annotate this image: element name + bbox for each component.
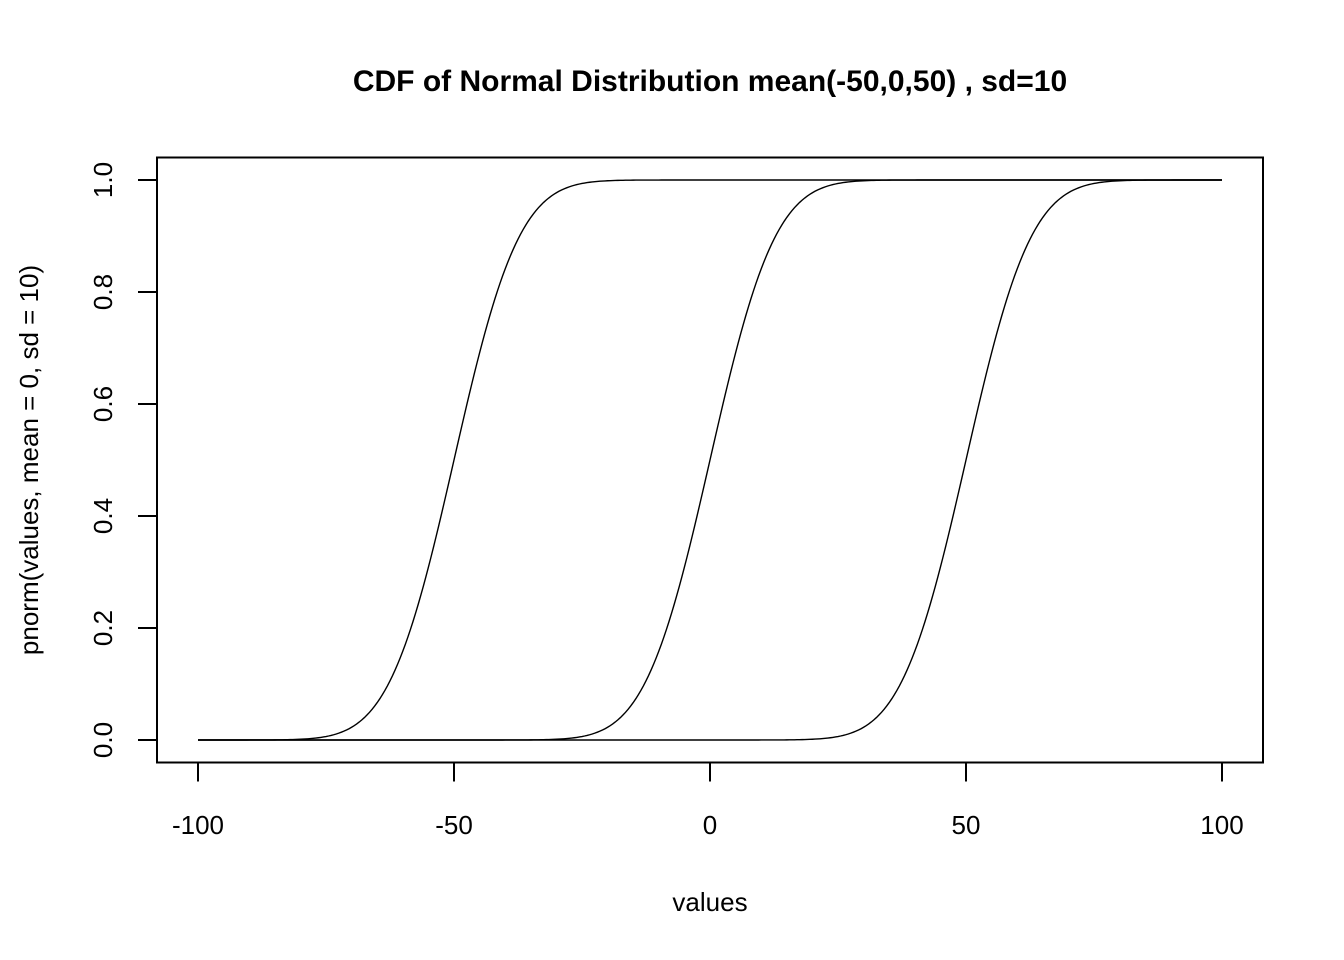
y-tick-label: 0.2: [88, 610, 118, 646]
x-axis-label: values: [672, 887, 747, 917]
y-tick-label: 0.6: [88, 386, 118, 422]
y-axis: 0.0 0.2 0.4 0.6 0.8 1.0: [88, 162, 157, 758]
x-tick-label: -100: [172, 810, 224, 840]
x-tick-label: -50: [435, 810, 473, 840]
y-tick-label: 1.0: [88, 162, 118, 198]
x-tick-label: 0: [703, 810, 717, 840]
y-tick-label: 0.8: [88, 274, 118, 310]
cdf-curve-mean-50: [198, 179, 1222, 741]
x-tick-label: 100: [1200, 810, 1243, 840]
cdf-curves: [198, 179, 1222, 741]
cdf-curve-mean-0: [198, 179, 1222, 741]
y-tick-label: 0.4: [88, 498, 118, 534]
chart-title: CDF of Normal Distribution mean(-50,0,50…: [353, 65, 1067, 98]
y-tick-label: 0.0: [88, 722, 118, 758]
x-tick-label: 50: [952, 810, 981, 840]
y-axis-label: pnorm(values, mean = 0, sd = 10): [14, 265, 44, 655]
x-axis: -100 -50 0 50 100: [172, 762, 1244, 840]
